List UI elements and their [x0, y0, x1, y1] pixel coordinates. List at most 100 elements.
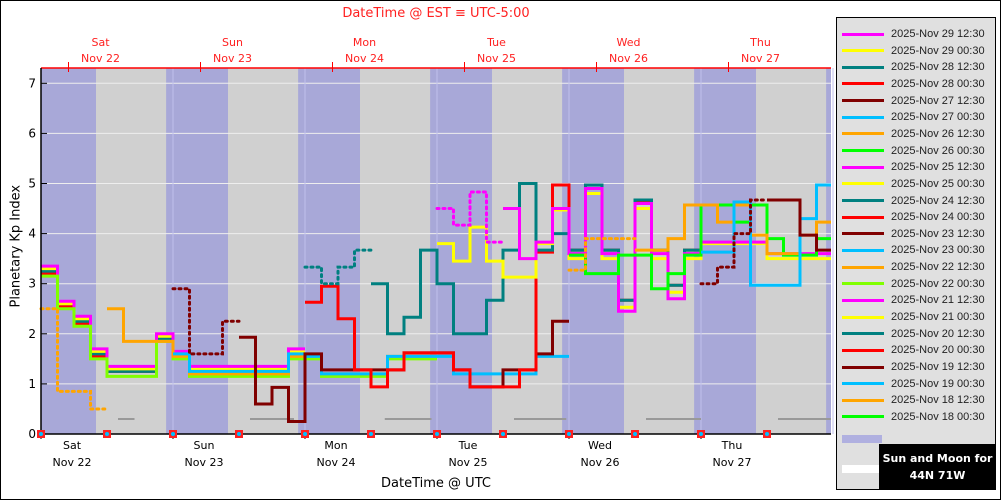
top-tick-day: Tue — [486, 36, 506, 49]
legend-swatch — [842, 215, 884, 219]
legend-item: 2025-Nov 24 12:30 — [842, 193, 985, 209]
legend-item: 2025-Nov 25 00:30 — [842, 176, 985, 192]
top-tick-day: Sat — [91, 36, 110, 49]
legend-label: 2025-Nov 23 12:30 — [891, 227, 985, 240]
legend-label: 2025-Nov 18 12:30 — [891, 394, 985, 407]
y-tick-label: 2 — [28, 327, 36, 341]
y-tick-label: 3 — [28, 277, 36, 291]
series-line-2025-nov-26-12-30 — [567, 237, 637, 272]
x-tick-date: Nov 22 — [53, 456, 92, 469]
legend-item: 2025-Nov 21 00:30 — [842, 309, 985, 325]
legend-swatch — [842, 315, 884, 319]
night-band — [41, 68, 96, 434]
legend-label: 2025-Nov 25 12:30 — [891, 161, 985, 174]
legend-item: 2025-Nov 22 12:30 — [842, 259, 985, 275]
legend-item: 2025-Nov 23 12:30 — [842, 226, 985, 242]
night-band — [166, 68, 228, 434]
legend-item: 2025-Nov 28 12:30 — [842, 59, 985, 75]
legend: 2025-Nov 29 12:30 2025-Nov 29 00:30 2025-N… — [836, 17, 996, 490]
legend-swatch — [842, 415, 884, 419]
y-tick-label: 1 — [28, 377, 36, 391]
time-marker-center — [633, 432, 637, 436]
legend-label: 2025-Nov 26 12:30 — [891, 127, 985, 140]
time-marker-center — [699, 432, 703, 436]
x-tick-date: Nov 24 — [317, 456, 356, 469]
legend-swatch — [842, 65, 884, 69]
legend-item: 2025-Nov 29 00:30 — [842, 43, 985, 59]
top-tick-date: Nov 27 — [741, 52, 780, 65]
legend-item: 2025-Nov 26 00:30 — [842, 143, 985, 159]
legend-item: 2025-Nov 23 00:30 — [842, 242, 985, 258]
legend-item: 2025-Nov 29 12:30 — [842, 26, 985, 42]
legend-item: 2025-Nov 21 12:30 — [842, 292, 985, 308]
legend-swatch — [842, 232, 884, 236]
legend-label: 2025-Nov 20 12:30 — [891, 327, 985, 340]
legend-swatch — [842, 115, 884, 119]
legend-swatch — [842, 282, 884, 286]
axes: 0 1 2 3 4 5 6 7 Sat Nov 22 Sun Nov 23 Mon Nov 24 Tue No… — [28, 36, 831, 469]
series-line-2025-nov-23-00-30 — [173, 352, 569, 376]
time-marker-center — [369, 432, 373, 436]
x-tick-date: Nov 23 — [185, 456, 224, 469]
time-marker-center — [567, 432, 571, 436]
series-line-2025-nov-24-12-30 — [303, 248, 373, 286]
x-tick-date: Nov 25 — [449, 456, 488, 469]
legend-label: 2025-Nov 18 00:30 — [891, 410, 985, 423]
legend-label: 2025-Nov 20 00:30 — [891, 344, 985, 357]
legend-label: 2025-Nov 22 12:30 — [891, 261, 985, 274]
legend-swatch — [842, 149, 884, 153]
legend-label: 2025-Nov 27 00:30 — [891, 111, 985, 124]
legend-label: 2025-Nov 23 00:30 — [891, 244, 985, 257]
x-tick-day: Thu — [721, 439, 743, 452]
legend-swatch — [842, 348, 884, 352]
x-tick-date: Nov 27 — [713, 456, 752, 469]
legend-swatch — [842, 398, 884, 402]
y-tick-label: 0 — [28, 427, 36, 441]
legend-label: 2025-Nov 19 00:30 — [891, 377, 985, 390]
series-line-2025-nov-27-12-30 — [699, 198, 769, 286]
night-swatch — [842, 435, 882, 443]
day-swatch — [842, 465, 882, 473]
time-marker-center — [237, 432, 241, 436]
top-tick-day: Mon — [353, 36, 376, 49]
legend-swatch — [842, 199, 884, 202]
time-marker-center — [105, 432, 109, 436]
legend-swatch — [842, 49, 884, 53]
top-tick-date: Nov 25 — [477, 52, 516, 65]
legend-swatch — [842, 265, 884, 269]
time-marker-center — [435, 432, 439, 436]
series-line-2025-nov-23-12-30 — [171, 287, 241, 356]
legend-item: 2025-Nov 18 00:30 — [842, 409, 985, 425]
series-line-2025-nov-22-12-30 — [39, 307, 109, 411]
x-tick-day: Wed — [588, 439, 612, 452]
time-marker-center — [501, 432, 505, 436]
legend-swatch — [842, 382, 884, 386]
series-line-2025-nov-27-12-30 — [767, 198, 831, 252]
y-axis-title: Planetary Kp Index — [8, 184, 24, 308]
legend-swatch — [842, 248, 884, 252]
legend-item: 2025-Nov 27 12:30 — [842, 93, 985, 109]
legend-swatch — [842, 165, 884, 169]
top-tick-date: Nov 26 — [609, 52, 648, 65]
legend-label: 2025-Nov 21 12:30 — [891, 294, 985, 307]
legend-item: 2025-Nov 25 12:30 — [842, 159, 985, 175]
night-band — [430, 68, 492, 434]
legend-item: 2025-Nov 24 00:30 — [842, 209, 985, 225]
sun-moon-location: 44N 71W — [909, 469, 966, 482]
x-axis-title: DateTime @ UTC — [381, 476, 491, 491]
legend-item: 2025-Nov 19 00:30 — [842, 376, 985, 392]
x-tick-day: Sat — [63, 439, 82, 452]
legend-swatch — [842, 182, 884, 186]
time-marker-center — [171, 432, 175, 436]
legend-item: 2025-Nov 26 12:30 — [842, 126, 985, 142]
series-line-2025-nov-25-12-30 — [435, 190, 505, 244]
legend-item: 2025-Nov 20 00:30 — [842, 342, 985, 358]
top-tick-day: Sun — [222, 36, 243, 49]
legend-label: 2025-Nov 24 00:30 — [891, 211, 985, 224]
legend-label: 2025-Nov 22 00:30 — [891, 277, 985, 290]
top-tick-date: Nov 24 — [345, 52, 384, 65]
x-tick-day: Mon — [324, 439, 347, 452]
legend-swatch — [842, 132, 884, 136]
legend-item: 2025-Nov 19 12:30 — [842, 359, 985, 375]
legend-item: 2025-Nov 22 00:30 — [842, 276, 985, 292]
